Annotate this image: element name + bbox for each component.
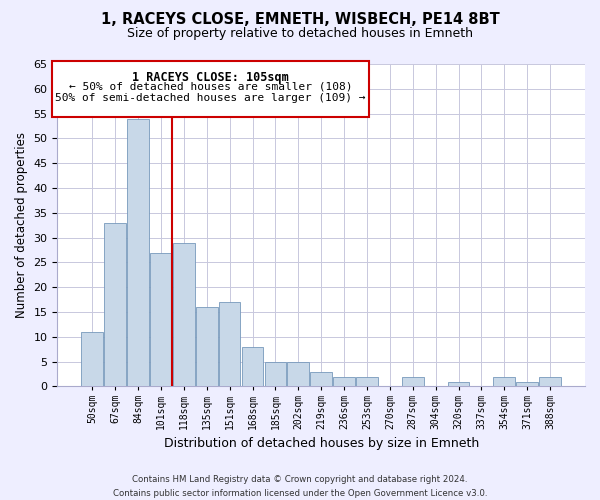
Text: 1 RACEYS CLOSE: 105sqm: 1 RACEYS CLOSE: 105sqm xyxy=(132,71,289,84)
Bar xyxy=(333,376,355,386)
Text: 1, RACEYS CLOSE, EMNETH, WISBECH, PE14 8BT: 1, RACEYS CLOSE, EMNETH, WISBECH, PE14 8… xyxy=(101,12,499,28)
FancyBboxPatch shape xyxy=(52,61,368,117)
Bar xyxy=(82,332,103,386)
Bar xyxy=(242,347,263,387)
Bar xyxy=(127,118,149,386)
Bar xyxy=(402,376,424,386)
Text: ← 50% of detached houses are smaller (108): ← 50% of detached houses are smaller (10… xyxy=(68,82,352,92)
Bar xyxy=(448,382,469,386)
Bar xyxy=(517,382,538,386)
X-axis label: Distribution of detached houses by size in Emneth: Distribution of detached houses by size … xyxy=(164,437,479,450)
Bar xyxy=(104,223,126,386)
Bar xyxy=(173,242,195,386)
Bar xyxy=(265,362,286,386)
Bar xyxy=(219,302,241,386)
Bar xyxy=(196,307,218,386)
Bar xyxy=(539,376,561,386)
Text: Contains HM Land Registry data © Crown copyright and database right 2024.
Contai: Contains HM Land Registry data © Crown c… xyxy=(113,476,487,498)
Y-axis label: Number of detached properties: Number of detached properties xyxy=(15,132,28,318)
Bar xyxy=(310,372,332,386)
Bar xyxy=(356,376,378,386)
Text: Size of property relative to detached houses in Emneth: Size of property relative to detached ho… xyxy=(127,28,473,40)
Bar xyxy=(287,362,309,386)
Bar xyxy=(150,252,172,386)
Bar xyxy=(493,376,515,386)
Text: 50% of semi-detached houses are larger (109) →: 50% of semi-detached houses are larger (… xyxy=(55,93,365,103)
